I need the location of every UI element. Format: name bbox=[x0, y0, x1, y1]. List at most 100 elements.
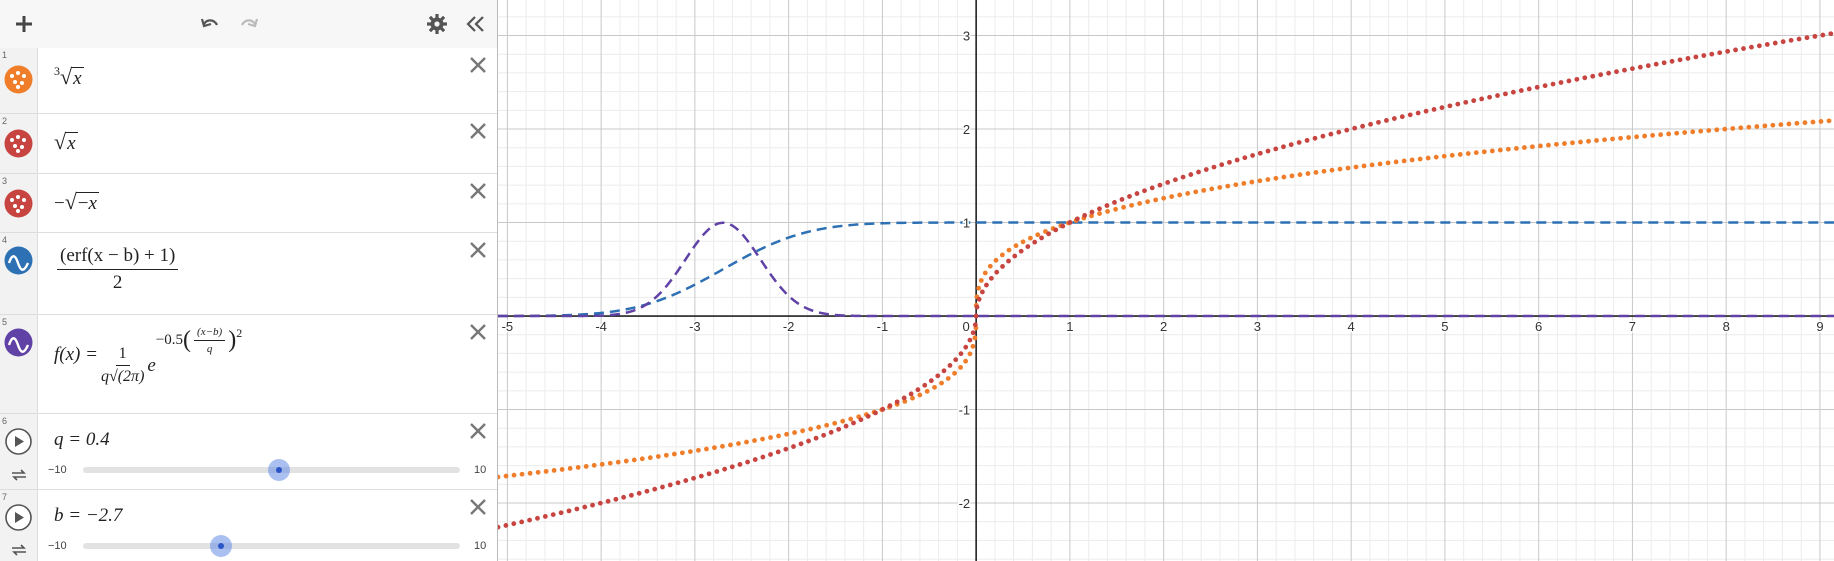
expression-row-7[interactable]: 7 b = −2.7 −10 10 bbox=[0, 490, 497, 561]
expression-row-4[interactable]: 4 (erf(x − b) + 1) 2 bbox=[0, 233, 497, 315]
close-icon[interactable] bbox=[467, 496, 489, 518]
cube-root-point bbox=[1401, 158, 1407, 164]
slider-handle[interactable] bbox=[209, 535, 232, 557]
close-icon[interactable] bbox=[467, 120, 489, 142]
cube-root-point bbox=[1530, 144, 1535, 150]
cube-root-point bbox=[1762, 123, 1768, 129]
gaussian-curve bbox=[498, 221, 1834, 318]
points-style-icon[interactable] bbox=[4, 189, 33, 218]
close-icon[interactable] bbox=[467, 180, 489, 202]
sqrt-point bbox=[1780, 39, 1786, 45]
neg-sqrt-point bbox=[972, 322, 978, 328]
expression-row-3[interactable]: 3 −√−x bbox=[0, 174, 497, 233]
expression-row-6[interactable]: 6 q = 0.4 −10 10 bbox=[0, 414, 497, 490]
expression-index: 1 bbox=[2, 50, 8, 60]
points-style-icon[interactable] bbox=[4, 129, 33, 158]
slider-track[interactable] bbox=[83, 543, 460, 549]
sqrt-point bbox=[1257, 150, 1263, 156]
neg-sqrt-point bbox=[550, 512, 556, 518]
fraction-numerator: 1 bbox=[115, 345, 130, 366]
cube-root-point bbox=[1826, 118, 1832, 124]
expression-row-2[interactable]: 2 √x bbox=[0, 114, 497, 174]
cube-root-point bbox=[1417, 156, 1423, 162]
sqrt-point bbox=[1582, 75, 1588, 81]
play-icon[interactable] bbox=[4, 503, 33, 532]
slider-handle[interactable] bbox=[268, 459, 291, 481]
neg-sqrt-point bbox=[729, 464, 735, 470]
points-style-icon[interactable] bbox=[4, 65, 33, 94]
sqrt-point bbox=[1000, 264, 1005, 269]
double-chevron-left-icon[interactable] bbox=[459, 8, 491, 40]
neg-sqrt-point bbox=[880, 406, 886, 412]
play-icon[interactable] bbox=[4, 427, 33, 456]
x-tick-label: 6 bbox=[1535, 319, 1542, 334]
expression-math[interactable]: 3√x bbox=[54, 64, 84, 89]
cube-root-point bbox=[939, 380, 944, 386]
neg-sqrt-point bbox=[752, 457, 758, 462]
expression-row-1[interactable]: 1 3√x bbox=[0, 48, 497, 114]
close-icon[interactable] bbox=[467, 239, 489, 261]
expression-math[interactable]: √x bbox=[54, 129, 78, 154]
graph-paper[interactable]: -5 -4 -3 -2 -1 0 1 2 3 4 5 6 7 8 9 3 2 1 -1 -2 bbox=[498, 0, 1834, 561]
slider-max[interactable]: 10 bbox=[474, 464, 487, 476]
neg-sqrt-point bbox=[498, 524, 501, 530]
cube-root-point bbox=[679, 450, 685, 456]
cube-root-point bbox=[1217, 185, 1223, 190]
cube-root-point bbox=[1578, 139, 1583, 145]
expression-math[interactable]: −√−x bbox=[54, 189, 99, 214]
cube-root-point bbox=[1746, 124, 1752, 130]
expression-math[interactable]: (erf(x − b) + 1) 2 bbox=[54, 245, 181, 294]
cube-root-point bbox=[1481, 149, 1487, 155]
close-icon[interactable] bbox=[467, 54, 489, 76]
sqrt-point bbox=[1097, 206, 1102, 212]
expression-index: 4 bbox=[2, 235, 8, 245]
x-tick-label: -3 bbox=[689, 319, 701, 334]
loop-icon[interactable] bbox=[9, 542, 29, 558]
line-style-icon[interactable] bbox=[4, 246, 33, 275]
cube-root-point bbox=[543, 468, 549, 474]
cube-root-point bbox=[623, 458, 629, 464]
sqrt-point bbox=[1157, 182, 1163, 188]
cube-root-point bbox=[1201, 187, 1207, 193]
cube-root-point bbox=[575, 465, 581, 470]
sqrt-point bbox=[1067, 220, 1073, 225]
slider-label[interactable]: b = −2.7 bbox=[54, 505, 123, 526]
slider-min[interactable]: −10 bbox=[48, 540, 67, 552]
slider-max[interactable]: 10 bbox=[474, 540, 487, 552]
neg-sqrt-point bbox=[941, 368, 947, 374]
expression-gutter: 3 bbox=[0, 174, 38, 232]
gear-icon[interactable] bbox=[421, 8, 453, 40]
neg-sqrt-point bbox=[621, 494, 627, 500]
undo-icon[interactable] bbox=[194, 8, 226, 40]
close-icon[interactable] bbox=[467, 321, 489, 343]
cube-root-point bbox=[1129, 202, 1134, 208]
sqrt-point bbox=[1685, 56, 1691, 61]
expression-gutter: 6 bbox=[0, 414, 38, 489]
redo-icon[interactable] bbox=[233, 8, 265, 40]
sqrt-point bbox=[1211, 164, 1217, 170]
cube-root-point bbox=[1714, 127, 1720, 133]
cube-root-point bbox=[958, 365, 963, 370]
slider-min[interactable]: −10 bbox=[48, 464, 67, 476]
sqrt-point bbox=[1344, 127, 1350, 133]
neg-sqrt-point bbox=[652, 486, 658, 492]
expression-gutter: 2 bbox=[0, 114, 38, 173]
cube-root-point bbox=[527, 470, 533, 476]
slider-label[interactable]: q = 0.4 bbox=[54, 429, 110, 450]
plus-icon[interactable] bbox=[8, 8, 40, 40]
close-icon[interactable] bbox=[467, 420, 489, 442]
neg-sqrt-point bbox=[836, 426, 842, 432]
line-style-icon[interactable] bbox=[4, 328, 33, 357]
expression-math[interactable]: f(x) = 1 q√(2π) e −0.5 ( (x−b) q ) 2 bbox=[54, 326, 243, 385]
cube-root-point bbox=[1225, 183, 1231, 189]
neg-sqrt-point bbox=[813, 435, 819, 441]
cube-root-point bbox=[972, 335, 978, 341]
expression-row-5[interactable]: 5 f(x) = 1 q√(2π) e −0.5 ( (x−b) q ) 2 bbox=[0, 315, 497, 414]
loop-icon[interactable] bbox=[9, 467, 29, 483]
sqrt-point bbox=[1550, 81, 1556, 87]
minor-gridlines bbox=[498, 0, 1834, 561]
neg-sqrt-point bbox=[843, 423, 849, 429]
cube-root-point bbox=[1554, 141, 1559, 147]
expression-gutter: 4 bbox=[0, 233, 38, 314]
cube-root-point bbox=[808, 426, 814, 432]
